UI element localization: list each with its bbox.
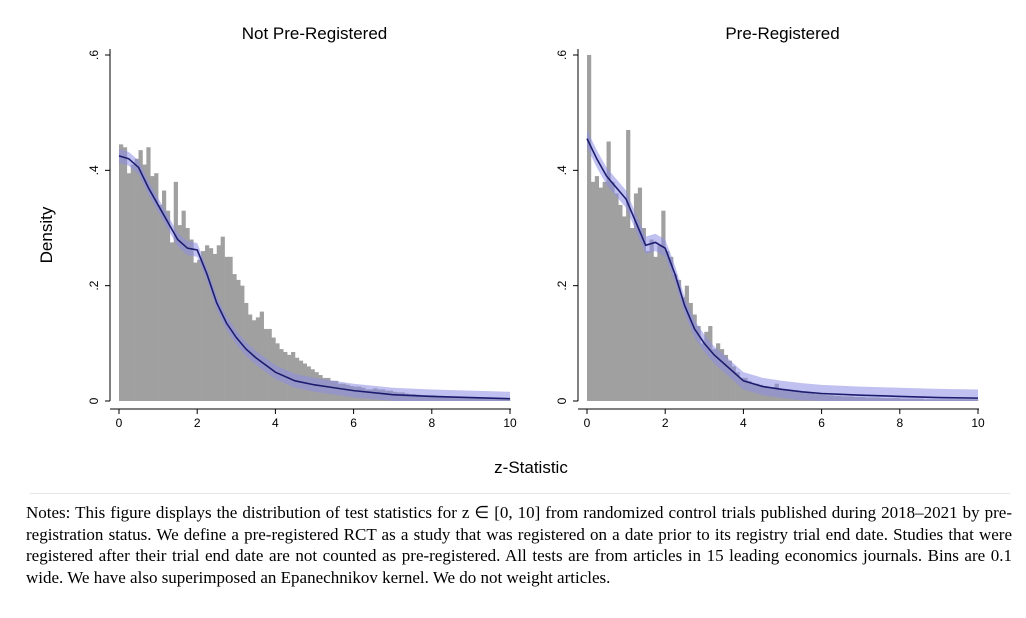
histogram-bar: [590, 181, 596, 401]
histogram-bar: [661, 210, 666, 401]
y-tick-label: .2: [555, 280, 569, 290]
histogram-bar: [637, 187, 643, 401]
histogram-bar: [177, 225, 182, 401]
histogram-bar: [598, 187, 603, 401]
histogram-bar: [130, 164, 135, 401]
x-tick-label: 6: [350, 416, 357, 430]
histogram-bar: [630, 228, 635, 401]
x-tick-label: 2: [662, 416, 669, 430]
histogram-bar: [700, 343, 705, 401]
y-tick-label: .6: [87, 50, 101, 60]
histogram-bar: [723, 354, 729, 401]
histogram-bar: [669, 256, 674, 401]
histogram-bar: [138, 150, 143, 401]
panel-not-pre-registered: Not Pre-Registered 0 .2 .4 .6 0 2 4 6 8 10: [87, 24, 517, 430]
histogram-bar: [645, 251, 650, 401]
histogram-bar: [622, 216, 627, 401]
histogram-bar: [126, 173, 132, 401]
histogram-bar: [641, 228, 646, 401]
histogram-bar: [154, 173, 159, 401]
histogram-bar: [208, 248, 214, 401]
histogram-bar: [704, 331, 709, 401]
y-tick-label: 0: [87, 397, 101, 404]
histogram-bar: [146, 147, 151, 401]
histogram-bar: [657, 245, 662, 401]
histogram-bar: [739, 377, 744, 401]
histogram-bar: [193, 262, 198, 401]
histogram-bar: [731, 366, 736, 401]
histogram-bar: [173, 181, 178, 401]
histogram-bar: [680, 297, 686, 401]
x-tick-label: 8: [896, 416, 903, 430]
notes-divider: [30, 493, 1010, 494]
histogram-bar: [162, 190, 167, 401]
histogram-bar: [606, 141, 611, 401]
x-axis-label: z-Statistic: [494, 458, 568, 477]
histogram-bar: [216, 245, 221, 401]
x-tick-label: 0: [116, 416, 123, 430]
histogram-bar: [735, 372, 740, 401]
histogram-bar: [649, 239, 654, 401]
histogram-bar: [692, 314, 697, 401]
histogram-bar: [169, 242, 175, 401]
histogram-bar: [587, 55, 592, 401]
panel-title: Not Pre-Registered: [242, 24, 388, 43]
histogram-bar: [602, 181, 607, 401]
histogram-bar: [688, 302, 693, 401]
figure: Density z-Statistic Not Pre-Registered 0.…: [37, 24, 985, 477]
histogram-bar: [626, 129, 631, 401]
histogram-bar: [181, 210, 186, 401]
y-tick-label: .6: [555, 50, 569, 60]
histogram-bar: [205, 245, 210, 401]
x-tick-label: 10: [503, 416, 517, 430]
panel-pre-registered: Pre-Registered 0 .2 .4 .6 0 2 4 6 8 10: [555, 24, 985, 430]
chart-figure: Density z-Statistic Not Pre-Registered 0.…: [37, 24, 985, 477]
histogram-bar: [712, 349, 717, 401]
histogram-bar: [165, 210, 171, 401]
histogram-bar: [150, 176, 155, 401]
y-tick-label: 0: [555, 397, 569, 404]
histogram-bar: [618, 204, 623, 401]
histogram-bar: [610, 181, 615, 401]
figure-notes: Notes: This figure displays the distribu…: [26, 503, 1012, 587]
x-tick-label: 10: [971, 416, 985, 430]
histogram-bar: [197, 259, 202, 401]
histogram-bar: [719, 349, 725, 401]
y-axis-label: Density: [37, 206, 56, 263]
histogram-bar: [653, 256, 658, 401]
histogram-bar: [594, 176, 600, 401]
histogram-bar: [119, 144, 124, 401]
histogram-bar: [633, 193, 639, 401]
histogram-bar: [122, 147, 128, 401]
histogram-bar: [212, 253, 218, 401]
histogram-bar: [708, 326, 713, 401]
histogram-bar: [716, 343, 721, 401]
histogram-bar: [185, 228, 190, 401]
histogram-bar: [189, 239, 194, 401]
histogram-bar: [696, 326, 701, 401]
histogram-bar: [158, 204, 163, 401]
x-tick-label: 4: [272, 416, 279, 430]
x-tick-label: 0: [584, 416, 591, 430]
x-tick-label: 2: [194, 416, 201, 430]
kernel-density-line: [118, 155, 511, 400]
histogram-bar: [201, 251, 206, 401]
histogram-bar: [676, 279, 682, 401]
histogram-bar: [614, 193, 619, 401]
histogram-bar: [134, 158, 139, 401]
histogram-bar: [665, 251, 670, 401]
x-tick-label: 4: [740, 416, 747, 430]
x-tick-label: 6: [818, 416, 825, 430]
panel-title: Pre-Registered: [725, 24, 839, 43]
histogram-bar: [142, 164, 147, 401]
y-tick-label: .4: [555, 165, 569, 175]
histogram-bar: [684, 285, 689, 401]
kernel-density-line: [586, 138, 979, 399]
y-tick-label: .2: [87, 280, 101, 290]
y-tick-label: .4: [87, 165, 101, 175]
x-tick-label: 8: [428, 416, 435, 430]
histogram-bar: [673, 274, 678, 401]
histogram-bar: [727, 360, 732, 401]
